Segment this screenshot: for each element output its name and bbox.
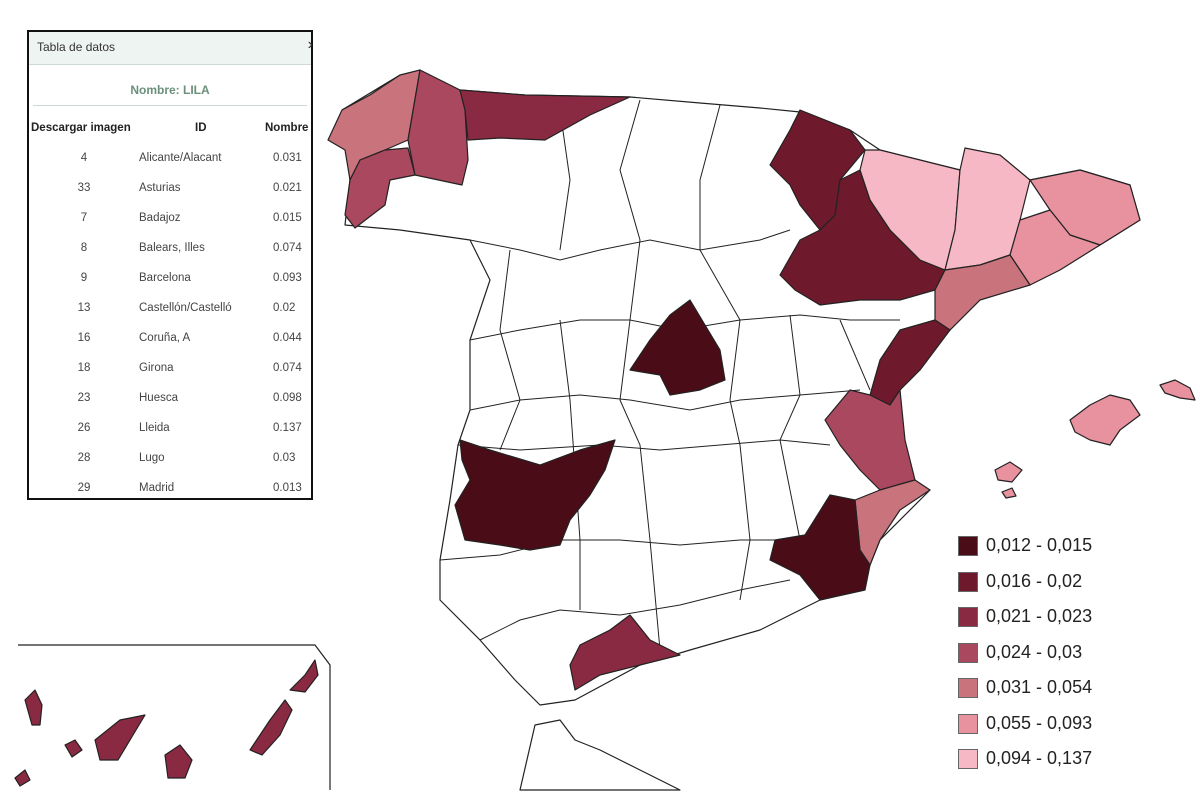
canary-inset-frame	[18, 644, 331, 790]
cell-value: 0.137	[273, 422, 302, 434]
cell-id: 23	[77, 392, 91, 404]
island-gran-canaria	[164, 744, 193, 779]
cell-value: 0.098	[273, 392, 302, 404]
table-row[interactable]: 26 Lleida 0.137	[29, 416, 311, 446]
cell-value: 0.03	[273, 452, 296, 464]
legend-label: 0,094 - 0,137	[986, 748, 1093, 768]
legend-label: 0,016 - 0,02	[986, 570, 1083, 591]
table-row[interactable]: 4 Alicante/Alacant 0.031	[29, 146, 311, 176]
cell-id: 9	[80, 272, 88, 284]
legend-swatch	[958, 536, 978, 556]
island-lanzarote	[289, 659, 319, 693]
island-formentera	[1001, 487, 1017, 499]
cell-province: Girona	[139, 362, 174, 374]
cell-id: 16	[77, 332, 91, 344]
cell-id: 7	[80, 212, 88, 224]
cell-value: 0.074	[273, 362, 302, 374]
cell-id: 29	[77, 482, 91, 494]
province-asturias	[459, 89, 631, 141]
island-menorca	[1159, 379, 1196, 401]
panel-divider	[33, 105, 307, 106]
cell-value: 0.015	[273, 212, 302, 224]
cell-province: Lugo	[139, 452, 165, 464]
cell-id: 8	[80, 242, 88, 254]
panel-header: Tabla de datos ›	[29, 32, 313, 65]
cell-value: 0.031	[273, 152, 302, 164]
cell-id: 28	[77, 452, 91, 464]
table-row[interactable]: 7 Badajoz 0.015	[29, 206, 311, 236]
island-fuerteventura	[249, 699, 293, 756]
column-header-id[interactable]: ID	[195, 122, 207, 134]
legend-label: 0,031 - 0,054	[986, 677, 1093, 697]
province-barcelona	[1009, 209, 1101, 286]
column-header-download[interactable]: Descargar imagen	[31, 122, 131, 134]
island-la-gomera	[64, 739, 83, 758]
cell-value: 0.044	[273, 332, 302, 344]
island-el-hierro	[14, 769, 31, 787]
cell-id: 26	[77, 422, 91, 434]
legend-swatch	[958, 571, 978, 592]
chevron-right-icon[interactable]: ›	[307, 36, 313, 53]
cell-province: Balears, Illes	[139, 242, 205, 254]
africa-coast	[519, 719, 681, 791]
legend-swatch	[958, 713, 978, 734]
column-header-name[interactable]: Nombre	[265, 122, 309, 134]
island-ibiza	[994, 461, 1023, 483]
province-lugo	[407, 69, 469, 186]
cell-value: 0.013	[273, 482, 302, 494]
table-row[interactable]: 23 Huesca 0.098	[29, 386, 311, 416]
cell-id: 33	[77, 182, 91, 194]
legend-label: 0,024 - 0,03	[986, 641, 1083, 662]
province-murcia	[769, 494, 871, 601]
legend-swatch	[958, 678, 978, 698]
province-tarragona	[934, 254, 1031, 331]
province-malaga	[569, 614, 681, 691]
legend-swatch	[958, 642, 978, 663]
cell-province: Coruña, A	[139, 332, 191, 344]
island-tenerife	[94, 714, 146, 761]
province-badajoz	[454, 439, 616, 551]
table-row[interactable]: 18 Girona 0.074	[29, 356, 311, 386]
province-pontevedra	[344, 147, 416, 229]
legend-label: 0,055 - 0,093	[986, 712, 1093, 733]
cell-value: 0.021	[273, 182, 302, 194]
legend-swatch	[958, 607, 978, 627]
table-row[interactable]: 8 Balears, Illes 0.074	[29, 236, 311, 266]
cell-value: 0.093	[273, 272, 302, 284]
province-huesca	[859, 149, 961, 271]
cell-value: 0.02	[273, 302, 296, 314]
table-row[interactable]: 28 Lugo 0.03	[29, 446, 311, 476]
table-row[interactable]: 9 Barcelona 0.093	[29, 266, 311, 296]
selected-name-label: Nombre: LILA	[130, 83, 210, 97]
legend-label: 0,012 - 0,015	[986, 535, 1093, 555]
island-la-palma	[24, 689, 43, 726]
cell-value: 0.074	[273, 242, 302, 254]
panel-title: Tabla de datos	[37, 40, 116, 54]
cell-province: Castellón/Castelló	[139, 302, 232, 314]
cell-id: 13	[77, 302, 91, 314]
cell-province: Lleida	[139, 422, 170, 434]
table-row[interactable]: 16 Coruña, A 0.044	[29, 326, 311, 356]
table-row[interactable]: 13 Castellón/Castelló 0.02	[29, 296, 311, 326]
legend-swatch	[958, 749, 978, 769]
cell-province: Huesca	[139, 392, 178, 404]
cell-province: Badajoz	[139, 212, 181, 224]
table-header: Descargar imagen ID Nombre	[29, 116, 311, 146]
table-body: 4 Alicante/Alacant 0.031 33 Asturias 0.021 7 Ba…	[29, 146, 311, 506]
cell-province: Alicante/Alacant	[139, 152, 222, 164]
cell-province: Barcelona	[139, 272, 191, 284]
cell-province: Madrid	[139, 482, 175, 494]
cell-id: 4	[80, 152, 88, 164]
table-row[interactable]: 33 Asturias 0.021	[29, 176, 311, 206]
island-mallorca	[1069, 394, 1141, 446]
data-table-panel: Tabla de datos › Nombre: LILA Descargar …	[27, 30, 313, 500]
legend-label: 0,021 - 0,023	[986, 606, 1093, 626]
cell-id: 18	[77, 362, 91, 374]
table-row[interactable]: 29 Madrid 0.013	[29, 476, 311, 506]
cell-province: Asturias	[139, 182, 181, 194]
province-madrid	[629, 299, 726, 396]
